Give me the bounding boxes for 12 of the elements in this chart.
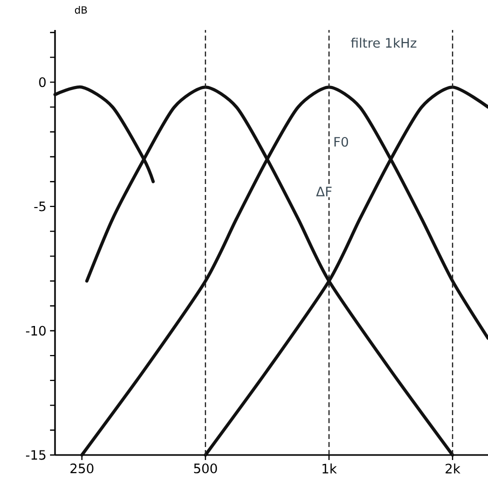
x-tick-label: 1k	[322, 464, 337, 474]
x-tick-label: 250	[70, 464, 94, 474]
y-tick-label: 0	[39, 77, 46, 88]
y-tick-label: -15	[26, 450, 46, 460]
y-tick-label: -10	[26, 326, 46, 336]
annotation: F0	[334, 136, 348, 147]
x-tick-label: 2k	[446, 464, 460, 474]
x-tick-label: 500	[194, 464, 217, 474]
annotation: filtre 1kHz	[350, 38, 416, 48]
y-axis-title: dB	[74, 6, 87, 14]
annotation: ΔF	[316, 186, 332, 196]
y-tick-label: -5	[34, 202, 46, 212]
